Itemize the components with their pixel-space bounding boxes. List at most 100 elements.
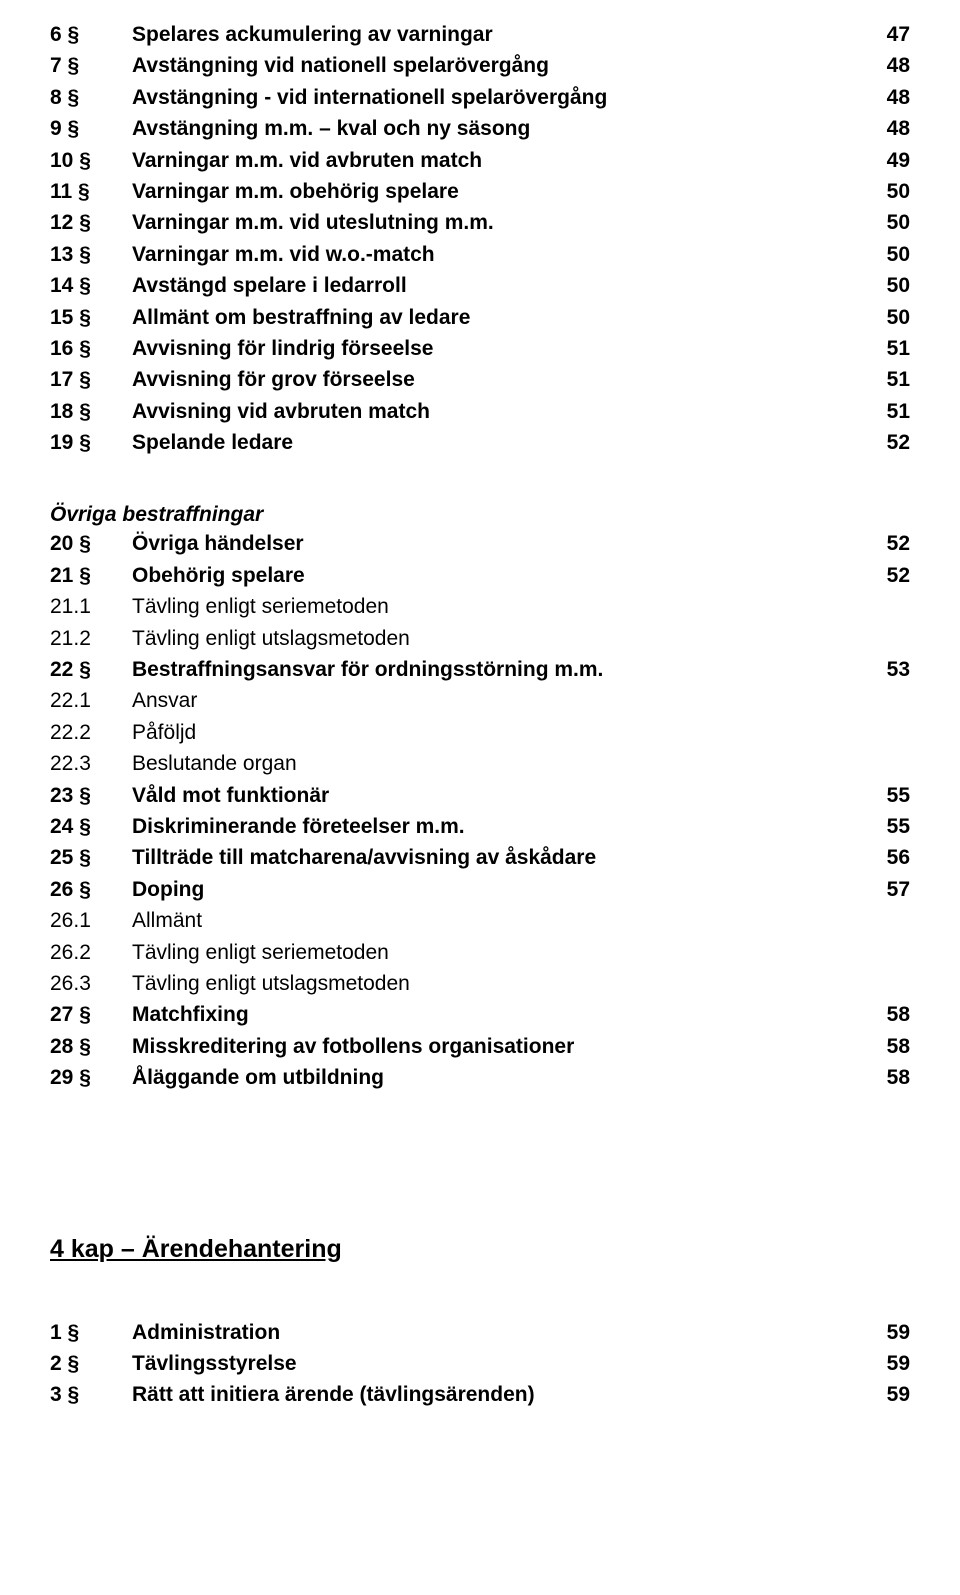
toc-entry-number: 6 § bbox=[50, 20, 132, 49]
toc-entry-title: Tävling enligt utslagsmetoden bbox=[132, 624, 410, 653]
toc-row: 28 §Misskreditering av fotbollens organi… bbox=[50, 1032, 910, 1061]
toc-entry-number: 11 § bbox=[50, 177, 132, 206]
toc-row-left: 26.3Tävling enligt utslagsmetoden bbox=[50, 969, 410, 998]
toc-row: 25 §Tillträde till matcharena/avvisning … bbox=[50, 843, 910, 872]
toc-row: 22.2Påföljd bbox=[50, 718, 910, 747]
toc-entry-title: Rätt att initiera ärende (tävlingsärende… bbox=[132, 1380, 535, 1409]
toc-row: 7 §Avstängning vid nationell spelaröverg… bbox=[50, 51, 910, 80]
spacer bbox=[50, 459, 910, 483]
toc-entry-number: 3 § bbox=[50, 1380, 132, 1409]
toc-entry-number: 21 § bbox=[50, 561, 132, 590]
toc-row: 6 §Spelares ackumulering av varningar47 bbox=[50, 20, 910, 49]
toc-row-left: 22.1Ansvar bbox=[50, 686, 197, 715]
toc-row: 1 §Administration 59 bbox=[50, 1318, 910, 1347]
toc-entry-number: 21.2 bbox=[50, 624, 132, 653]
toc-row: 26.1Allmänt bbox=[50, 906, 910, 935]
toc-entry-page: 52 bbox=[887, 428, 910, 457]
toc-entry-number: 28 § bbox=[50, 1032, 132, 1061]
toc-entry-page: 58 bbox=[887, 1032, 910, 1061]
toc-entry-page: 50 bbox=[887, 177, 910, 206]
toc-entry-page: 55 bbox=[887, 781, 910, 810]
toc-entry-title: Beslutande organ bbox=[132, 749, 297, 778]
toc-entry-number: 22.3 bbox=[50, 749, 132, 778]
toc-entry-title: Administration bbox=[132, 1318, 280, 1347]
toc-entry-page: 50 bbox=[887, 271, 910, 300]
toc-row-left: 16 §Avvisning för lindrig förseelse bbox=[50, 334, 433, 363]
toc-row-left: 1 §Administration bbox=[50, 1318, 280, 1347]
toc-entry-title: Åläggande om utbildning bbox=[132, 1063, 384, 1092]
toc-entry-title: Tävling enligt utslagsmetoden bbox=[132, 969, 410, 998]
toc-entry-page: 55 bbox=[887, 812, 910, 841]
toc-entry-title: Diskriminerande företeelser m.m. bbox=[132, 812, 465, 841]
toc-entry-title: Varningar m.m. vid avbruten match bbox=[132, 146, 482, 175]
toc-row: 17 §Avvisning för grov förseelse51 bbox=[50, 365, 910, 394]
toc-row-left: 29 §Åläggande om utbildning bbox=[50, 1063, 384, 1092]
toc-entry-number: 9 § bbox=[50, 114, 132, 143]
toc-row-left: 22.3Beslutande organ bbox=[50, 749, 297, 778]
toc-row-left: 25 §Tillträde till matcharena/avvisning … bbox=[50, 843, 596, 872]
toc-entry-number: 15 § bbox=[50, 303, 132, 332]
toc-entry-page: 53 bbox=[887, 655, 910, 684]
toc-entry-number: 26.3 bbox=[50, 969, 132, 998]
toc-entry-number: 21.1 bbox=[50, 592, 132, 621]
toc-entry-page: 48 bbox=[887, 83, 910, 112]
toc-row-left: 3 §Rätt att initiera ärende (tävlingsäre… bbox=[50, 1380, 535, 1409]
toc-row-left: 19 §Spelande ledare bbox=[50, 428, 293, 457]
toc-entry-title: Avvisning vid avbruten match bbox=[132, 397, 430, 426]
toc-entry-title: Allmänt om bestraffning av ledare bbox=[132, 303, 470, 332]
toc-entry-page: 49 bbox=[887, 146, 910, 175]
toc-row-left: 28 §Misskreditering av fotbollens organi… bbox=[50, 1032, 574, 1061]
toc-entry-page: 58 bbox=[887, 1063, 910, 1092]
toc-entry-page: 59 bbox=[887, 1318, 910, 1347]
toc-row: 22.3Beslutande organ bbox=[50, 749, 910, 778]
toc-row: 16 §Avvisning för lindrig förseelse 51 bbox=[50, 334, 910, 363]
toc-entry-page: 48 bbox=[887, 51, 910, 80]
toc-entry-number: 19 § bbox=[50, 428, 132, 457]
toc-entry-number: 24 § bbox=[50, 812, 132, 841]
toc-row: 9 §Avstängning m.m. – kval och ny säsong… bbox=[50, 114, 910, 143]
toc-entry-title: Avstängd spelare i ledarroll bbox=[132, 271, 407, 300]
toc-entry-title: Avstängning - vid internationell spelarö… bbox=[132, 83, 607, 112]
toc-entry-number: 10 § bbox=[50, 146, 132, 175]
toc-entry-title: Obehörig spelare bbox=[132, 561, 305, 590]
toc-entry-number: 22 § bbox=[50, 655, 132, 684]
toc-entry-page: 50 bbox=[887, 240, 910, 269]
toc-entry-page: 47 bbox=[887, 20, 910, 49]
toc-entry-page: 52 bbox=[887, 561, 910, 590]
toc-entry-page: 50 bbox=[887, 208, 910, 237]
toc-entry-page: 51 bbox=[887, 334, 910, 363]
toc-entry-title: Spelande ledare bbox=[132, 428, 293, 457]
toc-main-block: 6 §Spelares ackumulering av varningar477… bbox=[50, 20, 910, 457]
toc-row: 12 §Varningar m.m. vid uteslutning m.m.5… bbox=[50, 208, 910, 237]
toc-row-left: 8 §Avstängning - vid internationell spel… bbox=[50, 83, 607, 112]
toc-row: 27 §Matchfixing58 bbox=[50, 1000, 910, 1029]
toc-entry-title: Tävling enligt seriemetoden bbox=[132, 938, 389, 967]
toc-row: 21.1Tävling enligt seriemetoden bbox=[50, 592, 910, 621]
toc-entry-page: 59 bbox=[887, 1380, 910, 1409]
spacer bbox=[50, 1294, 910, 1318]
spacer-large bbox=[50, 1165, 910, 1235]
toc-row-left: 21 §Obehörig spelare bbox=[50, 561, 305, 590]
toc-row-left: 14 §Avstängd spelare i ledarroll bbox=[50, 271, 407, 300]
toc-entry-page: 52 bbox=[887, 529, 910, 558]
toc-row: 26 §Doping57 bbox=[50, 875, 910, 904]
toc-row: 18 §Avvisning vid avbruten match51 bbox=[50, 397, 910, 426]
toc-entry-number: 25 § bbox=[50, 843, 132, 872]
toc-entry-number: 14 § bbox=[50, 271, 132, 300]
toc-entry-number: 23 § bbox=[50, 781, 132, 810]
toc-entry-number: 12 § bbox=[50, 208, 132, 237]
toc-row: 15 §Allmänt om bestraffning av ledare50 bbox=[50, 303, 910, 332]
toc-entry-number: 13 § bbox=[50, 240, 132, 269]
toc-entry-page: 51 bbox=[887, 365, 910, 394]
toc-row-left: 26 §Doping bbox=[50, 875, 204, 904]
toc-row: 11 §Varningar m.m. obehörig spelare50 bbox=[50, 177, 910, 206]
toc-row: 26.2Tävling enligt seriemetoden bbox=[50, 938, 910, 967]
toc-entry-title: Avstängning vid nationell spelarövergång bbox=[132, 51, 549, 80]
toc-ovriga-block: 20 §Övriga händelser5221 §Obehörig spela… bbox=[50, 529, 910, 1092]
toc-row: 29 §Åläggande om utbildning 58 bbox=[50, 1063, 910, 1092]
toc-row-left: 18 §Avvisning vid avbruten match bbox=[50, 397, 430, 426]
toc-row-left: 21.1Tävling enligt seriemetoden bbox=[50, 592, 389, 621]
toc-row-left: 2 §Tävlingsstyrelse bbox=[50, 1349, 297, 1378]
toc-row: 19 §Spelande ledare 52 bbox=[50, 428, 910, 457]
toc-row: 22 §Bestraffningsansvar för ordningsstör… bbox=[50, 655, 910, 684]
